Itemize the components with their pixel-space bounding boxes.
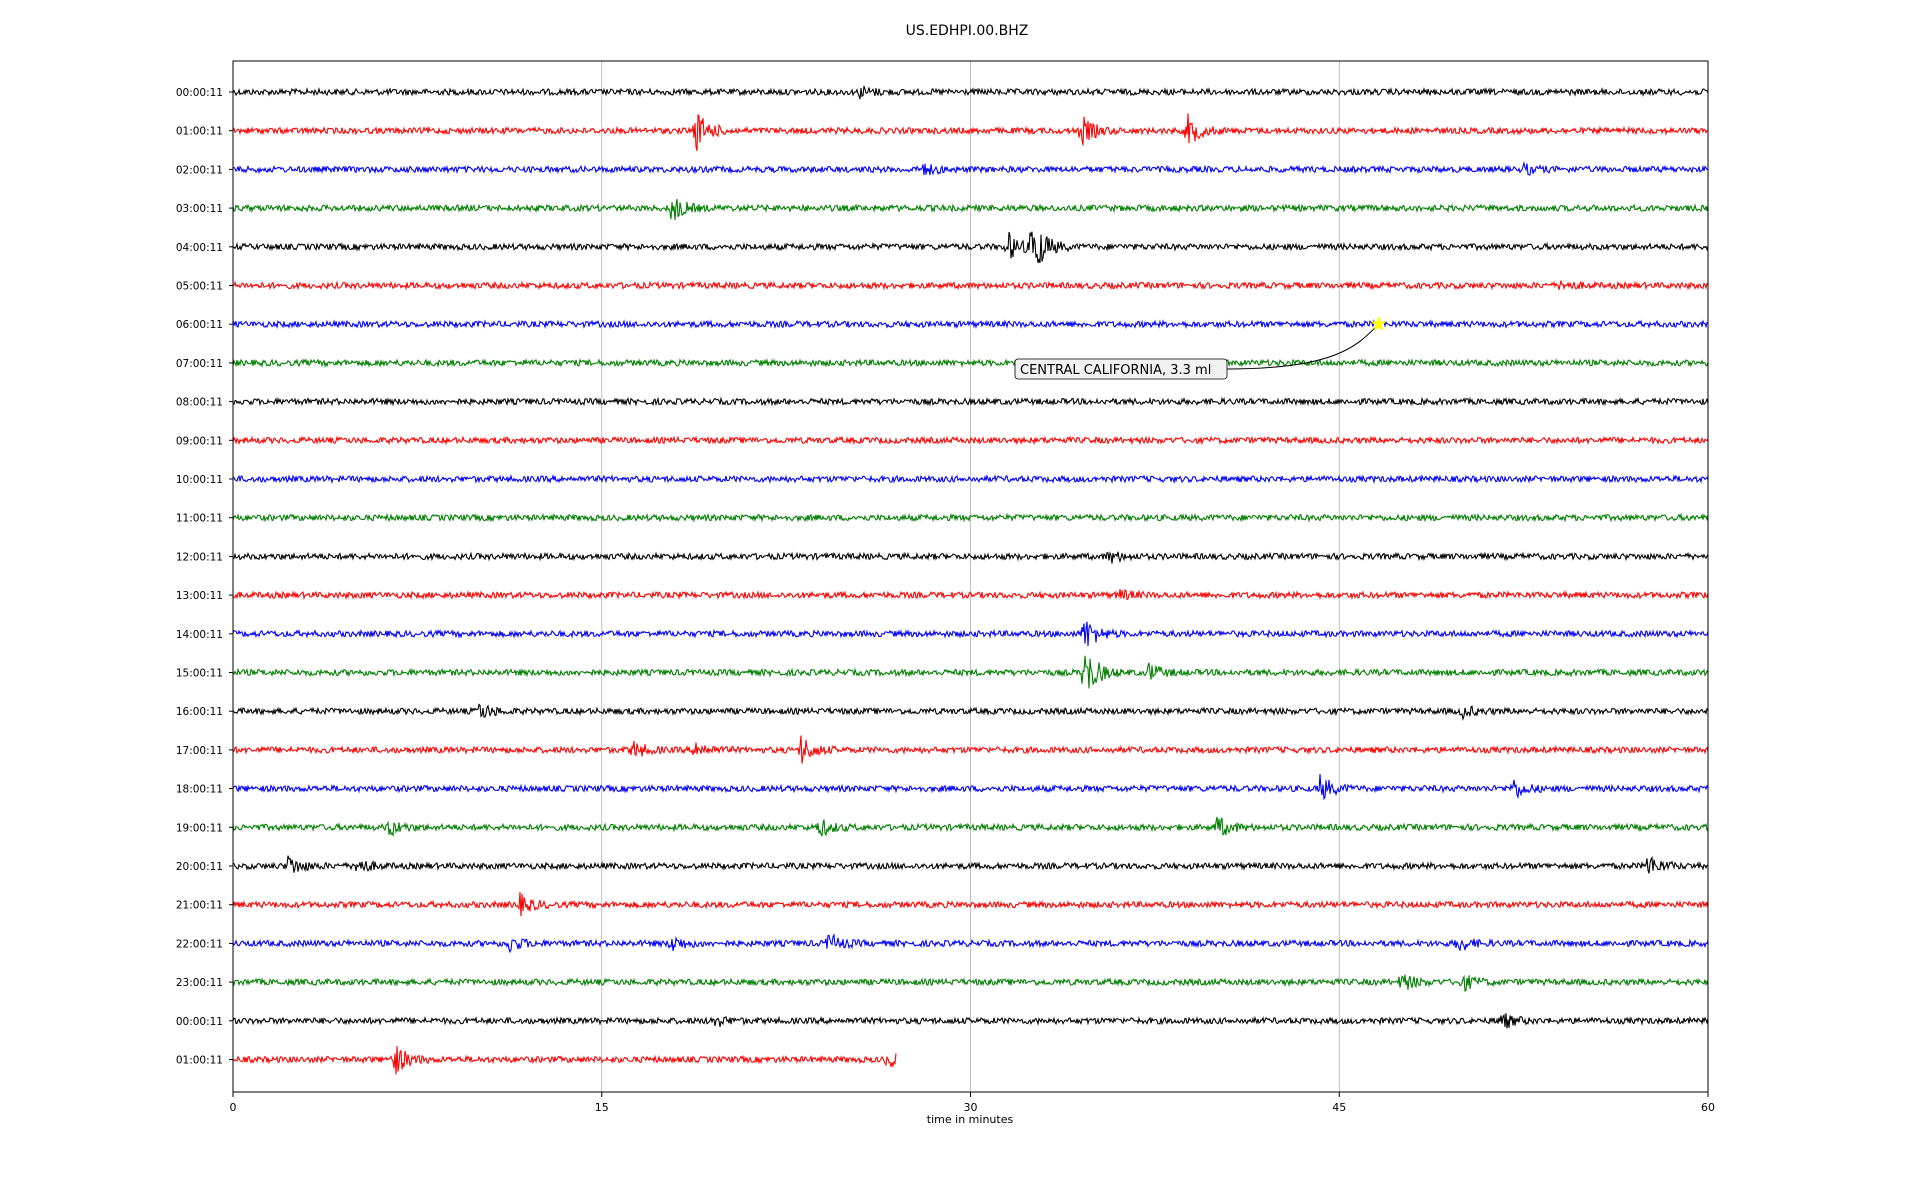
x-axis: 0 15 30 45 60 (230, 1092, 1715, 1114)
y-tick-label: 00:00:11 (176, 87, 223, 99)
chart-title: US.EDHPI.00.BHZ (906, 23, 1029, 39)
grid-lines (601, 61, 1340, 1092)
y-tick-label: 17:00:11 (176, 745, 223, 757)
y-tick-label: 12:00:11 (176, 551, 223, 563)
x-tick-label: 30 (964, 1101, 978, 1114)
trace-row (232, 160, 1709, 176)
trace-row (232, 892, 1709, 917)
trace-row (232, 396, 1709, 407)
y-tick-label: 02:00:11 (176, 164, 223, 176)
x-axis-label: time in minutes (927, 1113, 1014, 1126)
y-tick-label: 23:00:11 (176, 977, 223, 989)
y-tick-label: 09:00:11 (176, 435, 223, 447)
trace-row (232, 85, 1709, 100)
y-tick-label: 05:00:11 (176, 281, 223, 293)
y-tick-labels: 00:00:11 01:00:11 02:00:11 03:00:11 04:00:11… (176, 87, 233, 1067)
trace-row (232, 473, 1709, 485)
annotation-label: CENTRAL CALIFORNIA, 3.3 ml (1020, 363, 1211, 378)
x-tick-label: 15 (595, 1101, 609, 1114)
y-tick-label: 20:00:11 (176, 861, 223, 873)
trace-row (232, 621, 1709, 647)
y-tick-label: 07:00:11 (176, 358, 223, 370)
y-tick-label: 11:00:11 (176, 513, 223, 525)
y-tick-label: 13:00:11 (176, 590, 223, 602)
trace-row (232, 974, 1709, 992)
trace-row (232, 588, 1709, 601)
trace-row (232, 512, 1709, 523)
trace-row (232, 1013, 1709, 1029)
trace-row (232, 231, 1709, 264)
trace-row (232, 357, 1709, 368)
trace-row (232, 1045, 897, 1075)
trace-row (232, 198, 1709, 220)
event-star-icon (1370, 315, 1387, 332)
y-tick-label: 19:00:11 (176, 822, 223, 834)
y-tick-label: 10:00:11 (176, 474, 223, 486)
y-tick-label: 01:00:11 (176, 1055, 223, 1067)
annotation-arrow (1226, 323, 1379, 370)
y-tick-label: 16:00:11 (176, 706, 223, 718)
y-tick-label: 22:00:11 (176, 938, 223, 950)
trace-row (233, 550, 1709, 564)
trace-row (232, 855, 1709, 874)
trace-row (232, 816, 1709, 837)
y-tick-label: 15:00:11 (176, 668, 223, 680)
y-tick-label: 01:00:11 (176, 126, 223, 138)
x-tick-label: 60 (1701, 1101, 1715, 1114)
trace-row (232, 933, 1709, 954)
plot-frame (232, 60, 1709, 1093)
y-tick-label: 00:00:11 (176, 1016, 223, 1028)
y-tick-label: 06:00:11 (176, 319, 223, 331)
trace-row (232, 774, 1709, 801)
trace-row (232, 655, 1709, 689)
trace-row (232, 435, 1709, 446)
trace-row (232, 703, 1709, 721)
trace-row (232, 280, 1709, 291)
y-tick-label: 03:00:11 (176, 203, 223, 215)
event-annotation: CENTRAL CALIFORNIA, 3.3 ml (1014, 315, 1387, 380)
y-tick-label: 08:00:11 (176, 397, 223, 409)
y-tick-label: 04:00:11 (176, 242, 223, 254)
annotation-box (1014, 358, 1228, 380)
x-tick-label: 0 (230, 1101, 237, 1114)
traces (232, 85, 1709, 1075)
trace-row (232, 735, 1709, 764)
y-tick-label: 14:00:11 (176, 629, 223, 641)
x-tick-label: 45 (1332, 1101, 1346, 1114)
trace-row (232, 319, 1709, 330)
trace-row (232, 113, 1709, 152)
y-tick-label: 21:00:11 (176, 900, 223, 912)
y-tick-label: 18:00:11 (176, 784, 223, 796)
